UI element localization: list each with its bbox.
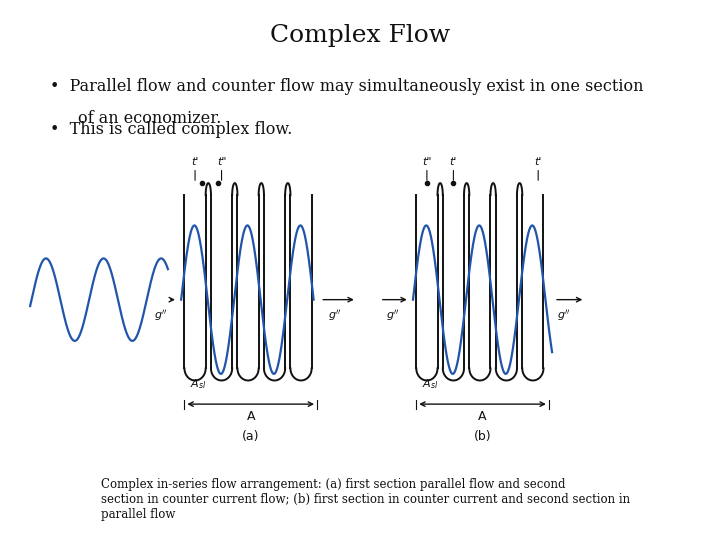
Text: $g''$: $g''$	[557, 308, 570, 323]
Text: $g''$: $g''$	[387, 308, 400, 323]
Text: t": t"	[422, 157, 432, 167]
Text: $A_{sl}$: $A_{sl}$	[190, 377, 206, 392]
Text: •  Parallel flow and counter flow may simultaneously exist in one section: • Parallel flow and counter flow may sim…	[50, 78, 644, 95]
Text: $A_{sl}$: $A_{sl}$	[422, 377, 438, 392]
Text: (b): (b)	[474, 430, 491, 443]
Text: (a): (a)	[242, 430, 259, 443]
Text: $g''$: $g''$	[154, 308, 168, 323]
Text: $g''$: $g''$	[328, 308, 342, 323]
Text: A: A	[246, 409, 255, 422]
Text: •  This is called complex flow.: • This is called complex flow.	[50, 122, 293, 138]
Text: of an economizer.: of an economizer.	[78, 110, 221, 126]
Text: Complex in-series flow arrangement: (a) first section parallel flow and second
s: Complex in-series flow arrangement: (a) …	[101, 478, 630, 521]
Text: Complex Flow: Complex Flow	[270, 24, 450, 48]
Text: t': t'	[534, 157, 542, 167]
Text: t': t'	[192, 157, 199, 167]
Text: A: A	[478, 409, 487, 422]
Text: t': t'	[450, 157, 457, 167]
Text: t": t"	[217, 157, 226, 167]
